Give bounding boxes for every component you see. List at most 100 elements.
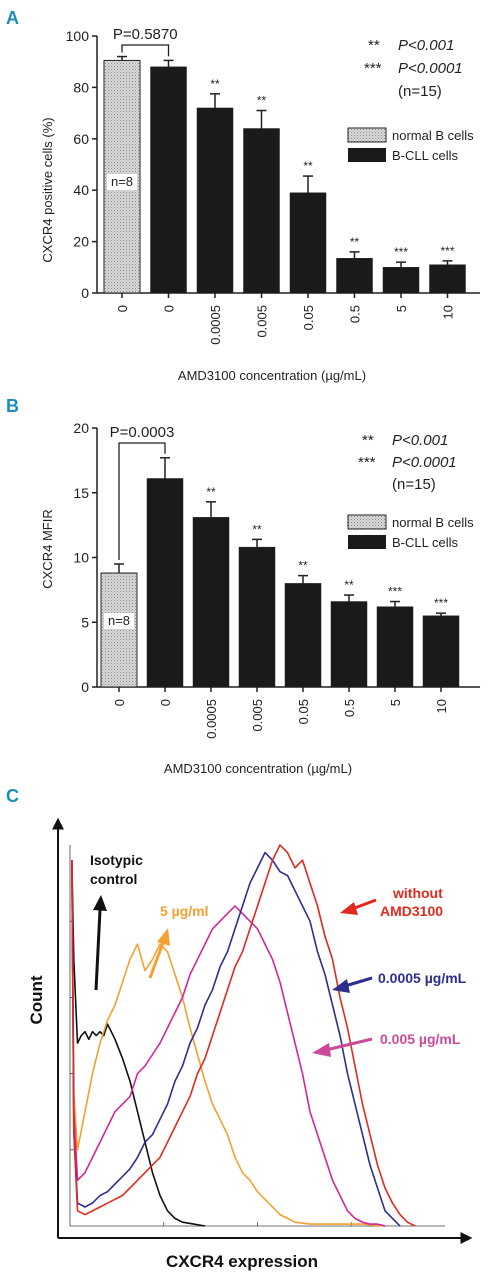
- x-tick-label: 0.5: [348, 305, 363, 323]
- comparison-p-value: P=0.5870: [113, 26, 178, 43]
- bar-b-cll-cells: [376, 606, 414, 688]
- panel-c-y-axis-label: Count: [27, 975, 46, 1024]
- n-label-box: [107, 174, 137, 190]
- x-tick-label: 10: [434, 699, 449, 713]
- x-tick-label: 0.05: [301, 305, 316, 330]
- annotation-5: 5 µg/ml: [160, 903, 209, 919]
- histogram-without-amd3100: [71, 844, 416, 1227]
- significance-label: **: [298, 559, 308, 573]
- x-tick-label: 0.0005: [204, 699, 219, 739]
- x-tick-label: 0.005: [250, 699, 265, 732]
- panel-c: C Count CXCR4 expression Isotypic contro…: [6, 786, 473, 1271]
- y-tick-label: 0: [81, 285, 89, 301]
- x-tick-label: 0: [112, 699, 127, 706]
- significance-label: **: [210, 77, 220, 91]
- panel-a-stat-1-stars: **: [368, 37, 380, 54]
- panel-b-stat-3: (n=15): [392, 476, 436, 493]
- legend-swatch-cll: [348, 535, 386, 549]
- bar-b-cll-cells: [243, 128, 280, 294]
- panel-a: A CXCR4 positive cells (%) AMD3100 conce…: [6, 8, 480, 383]
- panel-c-plot: [69, 844, 445, 1227]
- legend-label-cll: B-CLL cells: [392, 148, 458, 163]
- legend-swatch-normal: [347, 127, 387, 143]
- bar-b-cll-cells: [150, 66, 187, 294]
- histogram-0-0005-g-ml: [71, 851, 401, 1227]
- panel-b-stat-1-stars: **: [362, 432, 374, 449]
- y-tick-label: 40: [73, 182, 89, 198]
- panel-a-stat-3: (n=15): [398, 83, 442, 100]
- x-tick-label: 0: [115, 305, 130, 312]
- annotation-00005: 0.0005 µg/mL: [378, 970, 467, 986]
- panel-b: B CXCR4 MFIR AMD3100 concentration (µg/m…: [6, 396, 480, 776]
- y-tick-label: 0: [81, 679, 89, 695]
- x-tick-label: 0.5: [342, 699, 357, 717]
- panel-b-stat-2: P<0.0001: [392, 454, 457, 471]
- x-tick-label: 0.0005: [208, 305, 223, 345]
- y-tick-label: 5: [81, 614, 89, 630]
- legend-label-normal: normal B cells: [392, 128, 474, 143]
- bar-b-cll-cells: [422, 615, 460, 688]
- panel-b-stat-2-stars: ***: [358, 454, 376, 471]
- bar-b-cll-cells: [330, 601, 368, 688]
- y-tick-label: 80: [73, 79, 89, 95]
- y-tick-label: 20: [73, 234, 89, 250]
- significance-label: ***: [394, 245, 408, 259]
- panel-a-stat-2-stars: ***: [364, 60, 382, 77]
- histogram-0-005-g-ml: [71, 860, 386, 1227]
- bar-b-cll-cells: [284, 583, 322, 688]
- arrow-5-head: [157, 928, 170, 946]
- annotation-without-line1: without: [392, 885, 443, 901]
- panel-a-plot: 0 20 40 60 80 100 0 0 ** 0.0005 ** 0.005 ** 0.05 ** 0.5…: [66, 26, 480, 345]
- annotation-0005: 0.005 µg/mL: [380, 1031, 461, 1047]
- panel-c-x-axis-label: CXCR4 expression: [166, 1252, 318, 1271]
- significance-label: ***: [440, 244, 454, 258]
- legend-label-cll: B-CLL cells: [392, 535, 458, 550]
- arrow-0005-head: [312, 1043, 331, 1057]
- comparison-bracket: [118, 442, 166, 560]
- panel-b-y-axis-label: CXCR4 MFIR: [40, 509, 55, 588]
- significance-label: **: [257, 94, 267, 108]
- x-tick-label: 5: [388, 699, 403, 706]
- bar-b-cll-cells: [289, 192, 327, 294]
- panel-a-stat-2: P<0.0001: [398, 60, 463, 77]
- y-tick-label: 100: [66, 28, 90, 44]
- comparison-p-value: P=0.0003: [110, 424, 175, 441]
- n-label: n=8: [108, 613, 130, 628]
- panel-b-x-axis-label: AMD3100 concentration (µg/mL): [164, 761, 352, 776]
- annotation-without-line2: AMD3100: [380, 903, 443, 919]
- arrow-without-head: [340, 902, 358, 915]
- x-tick-label: 0.005: [255, 305, 270, 338]
- significance-label: ***: [388, 585, 402, 599]
- significance-label: **: [344, 578, 354, 592]
- annotation-isotype-line2: control: [90, 871, 137, 887]
- n-label-box: [104, 613, 134, 629]
- bar-b-cll-cells: [238, 546, 276, 688]
- y-tick-label: 10: [73, 550, 89, 566]
- arrow-00005: [344, 976, 373, 988]
- bar-b-cll-cells: [429, 264, 466, 294]
- panel-b-plot: 0 5 10 15 20 0 0 ** 0.0005 ** 0.005 ** 0.05 ** 0.5 *** 5…: [73, 420, 480, 739]
- arrow-5: [148, 939, 166, 979]
- panel-b-legend: normal B cells B-CLL cells: [347, 514, 474, 550]
- bar-b-cll-cells: [196, 107, 234, 294]
- legend-swatch-normal: [347, 514, 387, 530]
- x-tick-label: 0: [158, 699, 173, 706]
- comparison-bracket: [121, 44, 170, 57]
- arrow-00005-head: [332, 979, 350, 993]
- panel-a-legend: normal B cells B-CLL cells: [347, 127, 474, 163]
- significance-label: ***: [434, 596, 448, 610]
- legend-label-normal: normal B cells: [392, 515, 474, 530]
- histogram-isotypic-control: [71, 863, 206, 1227]
- x-tick-label: 0.05: [296, 699, 311, 724]
- bar-b-cll-cells: [146, 478, 184, 688]
- legend-swatch-cll: [348, 148, 386, 162]
- x-tick-label: 5: [394, 305, 409, 312]
- bar-b-cll-cells: [192, 517, 230, 688]
- arrow-0005: [325, 1037, 373, 1052]
- x-tick-label: 10: [441, 305, 456, 319]
- panel-b-stat-1: P<0.001: [392, 432, 448, 449]
- x-tick-label: 0: [162, 305, 177, 312]
- annotation-isotype-line1: Isotypic: [90, 852, 143, 868]
- arrow-without: [351, 898, 377, 911]
- panel-b-letter: B: [6, 396, 19, 416]
